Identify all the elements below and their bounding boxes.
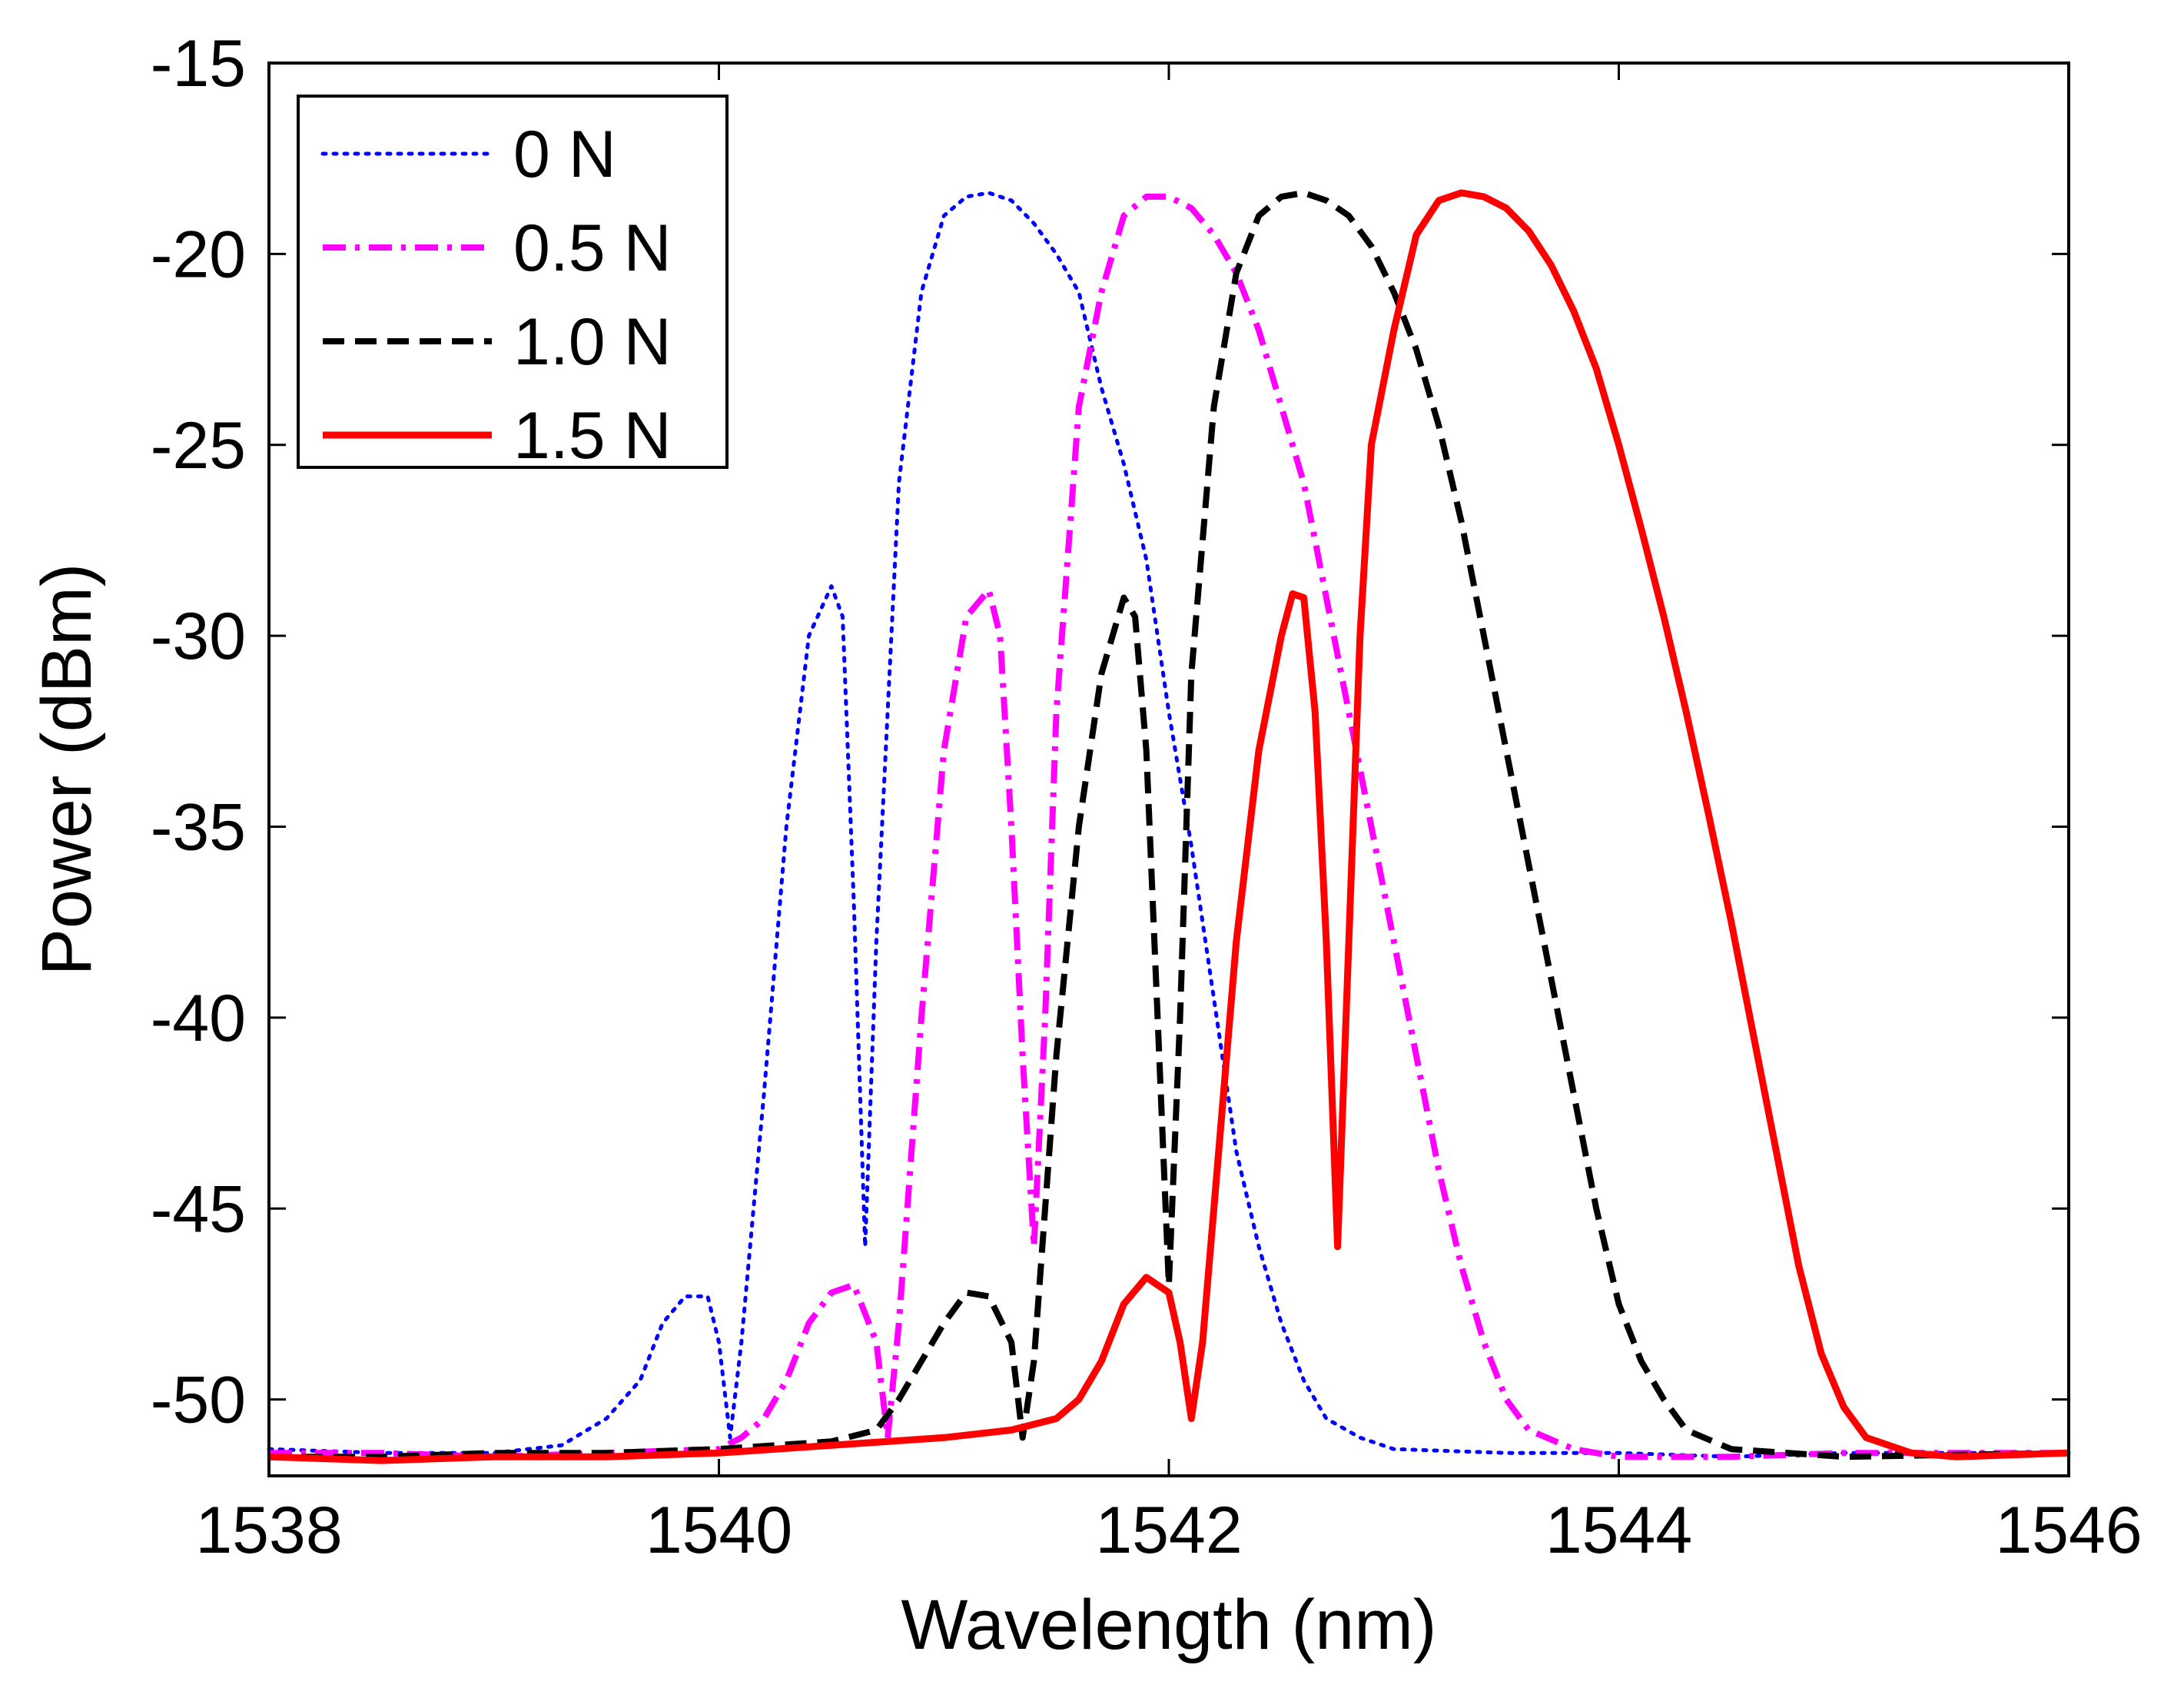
legend-box xyxy=(297,95,729,469)
series-layer xyxy=(267,189,2071,1464)
y-tick-label-6: -45 xyxy=(151,1172,246,1246)
series-line-0 xyxy=(267,191,2071,1459)
x-tick-label-0: 1538 xyxy=(195,1494,342,1567)
x-tick-labels: 1538 1540 1542 1544 1546 xyxy=(195,1494,2142,1567)
series-line-3 xyxy=(268,189,2069,1464)
x-tick-label-1: 1540 xyxy=(646,1494,792,1567)
y-tick-label-4: -35 xyxy=(151,791,246,865)
legend: 0 N 0.5 N 1.0 N 1.5 N xyxy=(297,95,729,473)
legend-label-1: 0.5 N xyxy=(513,211,672,285)
series-line-1 xyxy=(269,193,2069,1460)
legend-label-3: 1.5 N xyxy=(513,399,672,473)
y-tick-label-5: -40 xyxy=(151,982,246,1055)
plot-frame xyxy=(267,61,2070,1477)
y-tick-label-3: -30 xyxy=(151,600,246,673)
y-axis-label: Power (dBm) xyxy=(28,563,106,976)
y-tick-label-2: -25 xyxy=(151,409,246,483)
x-tick-label-4: 1546 xyxy=(1995,1494,2142,1567)
y-tick-label-0: -15 xyxy=(151,27,246,101)
legend-label-2: 1.0 N xyxy=(513,305,672,379)
series-line-2 xyxy=(269,189,2069,1460)
legend-entries: 0 N 0.5 N 1.0 N 1.5 N xyxy=(320,118,672,473)
x-tick-label-3: 1544 xyxy=(1545,1494,1692,1567)
x-axis-label: Wavelength (nm) xyxy=(901,1586,1436,1664)
y-tick-labels: -15 -20 -25 -30 -35 -40 -45 -50 xyxy=(151,27,246,1437)
y-tick-label-7: -50 xyxy=(151,1364,246,1437)
legend-label-0: 0 N xyxy=(513,118,616,191)
x-tick-label-2: 1542 xyxy=(1095,1494,1242,1567)
y-tick-label-1: -20 xyxy=(151,218,246,291)
